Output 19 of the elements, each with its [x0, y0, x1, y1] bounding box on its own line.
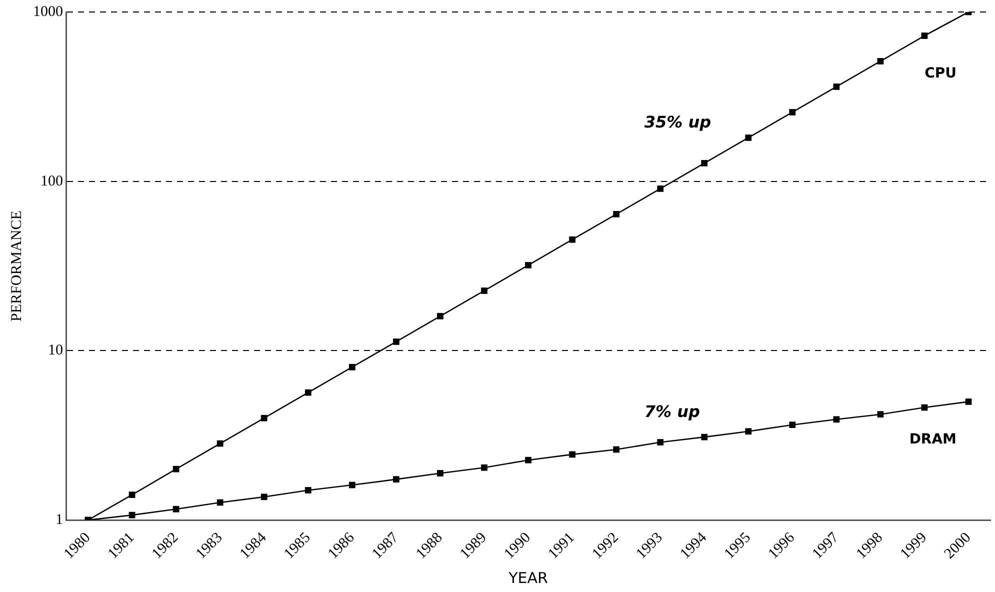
x-tick-label: 1990 — [501, 530, 534, 562]
y-tick-label: 100 — [40, 173, 63, 190]
annotation: 35% up — [644, 112, 712, 132]
x-tick-label: 1981 — [105, 530, 138, 562]
x-tick-label: 1992 — [589, 530, 622, 562]
x-tick-label: 1999 — [898, 530, 930, 562]
y-tick-label: 1000 — [33, 4, 63, 20]
x-tick-label: 1980 — [61, 530, 94, 562]
series-label: DRAM — [909, 431, 956, 448]
y-tick-label: 1 — [56, 512, 63, 528]
x-tick-label: 1991 — [545, 530, 578, 562]
series-label: CPU — [924, 66, 956, 82]
x-axis-title: YEAR — [508, 568, 548, 587]
x-tick-label: 1982 — [149, 530, 182, 562]
y-tick-label: 10 — [48, 342, 63, 359]
x-tick-label: 1993 — [633, 530, 666, 562]
y-axis-title: PERFORMANCE — [8, 210, 25, 322]
x-tick-label: 1989 — [457, 530, 490, 562]
annotation: 7% up — [644, 402, 700, 422]
